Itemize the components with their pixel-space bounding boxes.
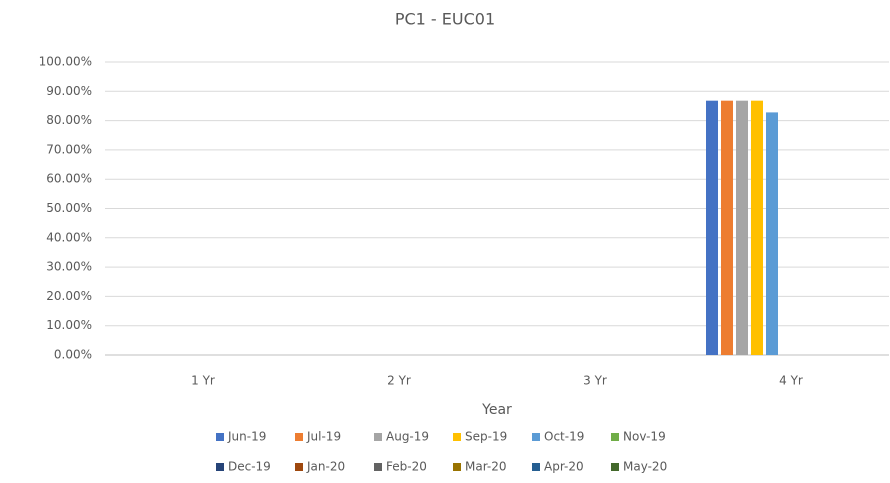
y-tick-label: 20.00% — [46, 289, 92, 303]
legend-swatch — [532, 433, 540, 441]
bar — [766, 112, 778, 356]
legend-swatch — [216, 463, 224, 471]
x-tick-label: 4 Yr — [779, 374, 803, 388]
legend-label: Apr-20 — [544, 460, 584, 474]
bar — [721, 100, 733, 356]
legend-swatch — [295, 463, 303, 471]
legend-swatch — [532, 463, 540, 471]
y-tick-label: 0.00% — [54, 348, 92, 362]
bar — [736, 100, 748, 356]
legend-swatch — [374, 433, 382, 441]
x-tick-label: 1 Yr — [191, 374, 215, 388]
legend-label: Mar-20 — [465, 460, 506, 474]
legend-label: Aug-19 — [386, 430, 429, 444]
y-tick-label: 50.00% — [46, 201, 92, 215]
y-tick-label: 60.00% — [46, 172, 92, 186]
legend-label: Jun-19 — [227, 430, 266, 444]
legend-swatch — [295, 433, 303, 441]
x-tick-label: 3 Yr — [583, 374, 607, 388]
legend-label: Jan-20 — [306, 460, 345, 474]
y-tick-label: 100.00% — [39, 55, 92, 69]
legend-label: May-20 — [623, 460, 667, 474]
legend-label: Sep-19 — [465, 430, 507, 444]
legend-swatch — [453, 463, 461, 471]
y-tick-label: 70.00% — [46, 142, 92, 156]
legend-swatch — [611, 433, 619, 441]
bar — [751, 100, 763, 356]
chart-title: PC1 - EUC01 — [395, 10, 495, 29]
legend-label: Oct-19 — [544, 430, 584, 444]
legend-swatch — [453, 433, 461, 441]
y-tick-label: 90.00% — [46, 84, 92, 98]
legend-label: Feb-20 — [386, 460, 427, 474]
legend-swatch — [374, 463, 382, 471]
x-axis-title: Year — [481, 402, 512, 418]
legend-label: Jul-19 — [306, 430, 341, 444]
legend-swatch — [611, 463, 619, 471]
legend-swatch — [216, 433, 224, 441]
x-tick-label: 2 Yr — [387, 374, 411, 388]
y-tick-label: 40.00% — [46, 230, 92, 244]
y-tick-label: 30.00% — [46, 260, 92, 274]
legend-label: Nov-19 — [623, 430, 666, 444]
bar — [706, 100, 718, 356]
legend-label: Dec-19 — [228, 460, 271, 474]
y-tick-label: 80.00% — [46, 113, 92, 127]
y-tick-label: 10.00% — [46, 318, 92, 332]
